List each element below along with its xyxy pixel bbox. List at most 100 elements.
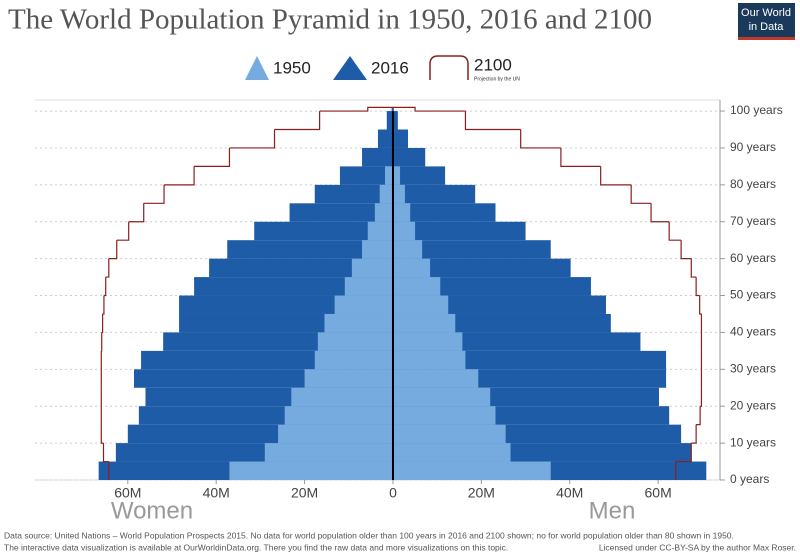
x-tick-label: 40M [203,485,230,501]
bar [304,369,393,388]
bar [392,166,446,185]
y-tick-label: 80 years [730,177,776,191]
y-tick-label: 0 years [730,472,769,486]
outline-step [675,443,692,463]
footer-link: The interactive data visualization is av… [4,542,508,552]
legend-item: 1950 [245,56,311,80]
y-tick-label: 70 years [730,214,776,228]
y-tick-label: 90 years [730,140,776,154]
bar [392,424,506,444]
outline-step [695,277,700,297]
footer-license: Licensed under CC-BY-SA by the author Ma… [599,542,796,552]
outline-step [101,313,104,334]
logo-text: Our World [741,7,791,19]
bar [227,240,393,259]
outline-step [690,258,697,278]
logo-underline [738,37,795,40]
x-tick-label: 20M [468,485,495,501]
outline-step [560,147,601,168]
legend-label: 2100 [474,55,512,74]
bar [334,295,393,314]
footer-source: Data source: United Nations – World Popu… [4,530,734,540]
outline-series [100,106,703,480]
bar [278,424,393,444]
outline-step [108,240,118,260]
bar [392,443,511,462]
x-tick-label: 40M [556,485,583,501]
y-tick-label: 100 years [730,103,783,117]
outline-step [102,443,109,463]
legend-item: 2016 [333,56,409,80]
bar [392,240,551,259]
bar [254,221,393,241]
bar [392,129,408,148]
bar [229,461,393,480]
side-label: Men [589,497,636,524]
outline-step [600,166,632,186]
y-tick-label: 30 years [730,361,776,375]
bar [392,406,496,425]
y-tick-label: 10 years [730,435,776,449]
bar [289,203,393,222]
bar [385,166,393,185]
outline-step [464,111,521,131]
bar [314,350,393,370]
legend-swatch [333,56,367,80]
bar [339,166,393,185]
outline-step [103,277,107,297]
y-tick-label: 40 years [730,325,776,339]
bar [392,221,416,241]
bar [392,387,491,407]
bar [194,277,393,296]
outline-step [143,184,165,204]
logo: Our World in Data [738,3,795,40]
outline-step [668,221,682,241]
bar [392,350,466,370]
bar [392,184,405,204]
bar [317,332,393,351]
outline-step [630,184,652,204]
bar [291,387,393,407]
outline-step [319,106,393,112]
bar [344,277,393,296]
bar [379,184,393,204]
x-tick-label: 60M [645,485,672,501]
outline-step [691,424,697,444]
x-tick-label: 0 [389,485,397,501]
bar [324,313,393,333]
bar [386,111,393,130]
outline-step [650,203,670,223]
outline-step [520,129,561,149]
x-tick-label: 60M [114,485,141,501]
bar [392,313,456,333]
bar [392,184,476,204]
bar [362,147,393,167]
outline-step [194,147,231,168]
y-tick-label: 20 years [730,398,776,412]
outline-step [700,387,703,407]
bar [392,203,411,222]
bar [392,166,401,185]
outline-step [100,424,104,444]
legend-item: 2100 Projection by the UN [429,55,520,82]
bar [392,258,571,278]
bar [392,147,426,167]
outline-step [105,258,110,278]
y-tick-label: 50 years [730,288,776,302]
bar [367,221,393,241]
x-tick-label: 20M [291,485,318,501]
bar [392,258,431,278]
outline-step [392,106,466,112]
bar [392,332,463,351]
outline-step [102,295,105,315]
bar [264,443,393,462]
legend-label: 2016 [371,58,409,77]
outline-step [128,203,145,223]
outline-step [696,406,701,426]
bar [351,258,393,278]
bar [374,203,393,222]
logo-text: in Data [749,21,785,33]
bar [392,461,551,480]
bar [314,184,393,204]
